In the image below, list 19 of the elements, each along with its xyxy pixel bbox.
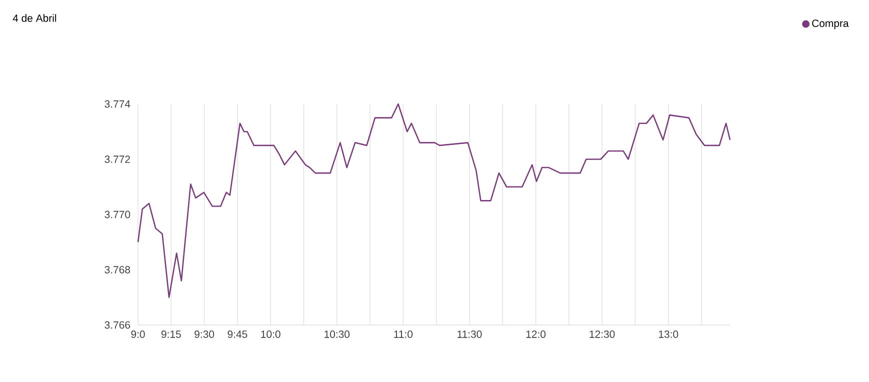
x-tick-label: 12:30 xyxy=(590,330,615,338)
x-tick-label: 9:45 xyxy=(228,330,248,338)
x-tick-label: 10:30 xyxy=(324,330,350,338)
line-series xyxy=(137,103,731,298)
y-tick-label: 3.766 xyxy=(104,321,130,329)
x-tick-label: 9:0 xyxy=(131,330,145,338)
x-tick-label: 9:30 xyxy=(194,330,214,338)
y-tick-label: 3.768 xyxy=(104,266,130,274)
x-tick-label: 12:0 xyxy=(526,330,546,338)
x-tick-label: 11:0 xyxy=(394,330,413,338)
x-tick-label: 9:15 xyxy=(161,330,181,338)
y-tick-label: 3.772 xyxy=(104,156,130,163)
y-tick-label: 3.774 xyxy=(104,100,130,108)
x-tick-label: 11:30 xyxy=(458,330,482,338)
x-tick-label: 10:0 xyxy=(261,330,280,338)
y-tick-label: 3.770 xyxy=(104,210,130,218)
x-tick-label: 13:0 xyxy=(658,330,678,338)
text: 4 de Abril xyxy=(12,14,56,22)
legend-label: Compra xyxy=(812,20,849,30)
